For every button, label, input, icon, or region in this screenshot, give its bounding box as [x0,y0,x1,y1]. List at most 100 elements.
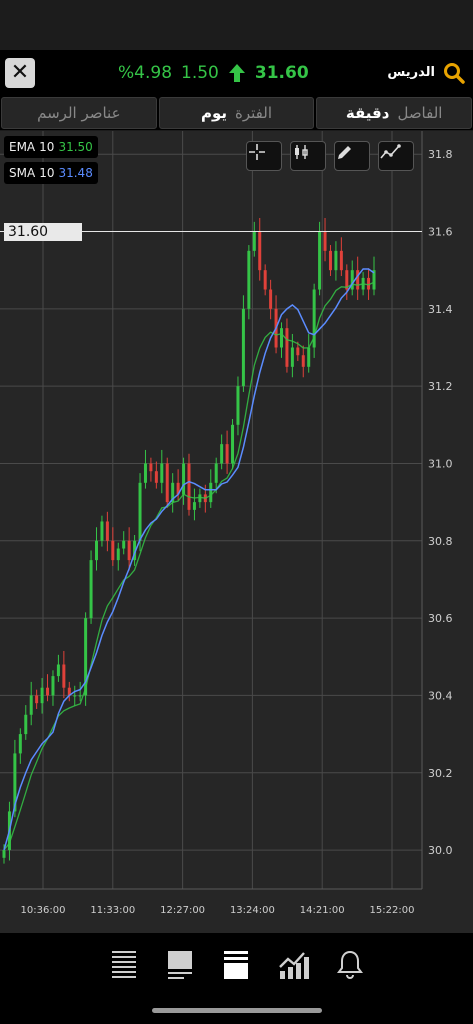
candle-body [252,231,256,251]
chart-canvas[interactable]: 31.8 31.6 31.4 31.2 31.0 30.8 30.6 30.4 30.2 30.0… [0,131,473,933]
candle-body [138,482,142,541]
candle-body [62,664,66,688]
search-icon[interactable] [443,62,465,84]
interval-selector[interactable]: دقيقة الفاصل [316,97,473,129]
candle-body [84,618,88,696]
candle-body [323,231,327,251]
sma-line [3,268,375,851]
y-tick-label: 31.2 [428,380,453,393]
symbol-name[interactable]: الدريس [387,65,435,80]
candle-body [116,548,120,561]
candle-body [280,328,283,348]
candle-body [220,444,224,464]
candle-body [269,289,273,309]
candle-body [78,695,82,697]
candle-body [263,270,267,290]
candle-body [187,463,191,510]
candle-body [122,540,126,549]
candle-body [40,687,44,704]
crosshair-icon [249,144,265,160]
candle-body [356,270,360,290]
candle-body [165,463,169,503]
candle-body [182,463,186,495]
pencil-tool-button[interactable] [334,141,370,171]
candle-body [89,560,93,619]
candle-body [312,289,316,348]
y-tick-label: 30.0 [428,844,453,857]
y-tick-label: 31.0 [428,457,453,470]
close-button[interactable]: ✕ [5,58,35,88]
last-price: 31.60 [254,63,309,83]
chart-icon[interactable] [278,949,310,981]
x-tick-label: 10:36:00 [21,905,66,916]
candle-body [18,734,22,754]
candle-body [51,676,55,696]
interval-label: الفاصل [397,104,443,122]
change-value: 1.50 [181,63,219,83]
candle-body [285,328,289,367]
top-bar: ✕ %4.98 1.50 31.60 الدريس [0,50,473,96]
candle-body [372,270,376,290]
chart-controls: عناصر الرسم يوم الفترة دقيقة الفاصل [0,96,473,130]
candle-body [296,347,300,356]
interval-value: دقيقة [345,104,390,122]
period-selector[interactable]: يوم الفترة [158,97,315,129]
chart-background [0,131,473,933]
trades-icon[interactable] [222,949,250,981]
candle-body [247,250,251,309]
candle-body [258,231,262,271]
candle-body [149,463,153,472]
candle-body [35,695,39,704]
candle-body [307,347,311,367]
current-price-label: 31.60 [4,222,82,241]
candle-body [192,502,196,510]
x-tick-label: 11:33:00 [90,905,135,916]
candle-body [334,250,338,271]
ema-name: EMA [9,140,36,154]
close-icon: ✕ [10,60,30,85]
y-tick-label: 30.6 [428,612,453,625]
y-tick-label: 30.2 [428,767,453,780]
period-label: الفترة [235,104,273,122]
candle-body [95,540,98,561]
sma-indicator[interactable]: SMA 10 31.48 [4,162,98,184]
ema-period: 10 [39,140,55,154]
ema-line [3,281,375,851]
x-tick-label: 12:27:00 [160,905,205,916]
line-chart-tool-button[interactable] [378,141,414,171]
y-tick-label: 31.6 [428,226,453,239]
drawing-tools-selector[interactable]: عناصر الرسم [1,97,157,129]
sma-period: 10 [39,166,55,180]
x-tick-label: 13:24:00 [230,905,275,916]
candle-body [236,386,240,425]
candle-body [171,482,175,503]
price-chart[interactable]: 31.8 31.6 31.4 31.2 31.0 30.8 30.6 30.4 30.2 30.0… [0,131,473,933]
candle-body [318,231,322,290]
candle-body [290,347,294,367]
pencil-icon [338,146,351,159]
candle-body [301,355,305,367]
candle-body [350,270,354,290]
crosshair-tool-button[interactable] [246,141,282,171]
candle-body [13,753,17,812]
candles-tool-button[interactable] [290,141,326,171]
depth-icon[interactable] [166,949,194,981]
x-tick-label: 14:21:00 [300,905,345,916]
y-tick-label: 30.4 [428,689,453,702]
order-book-icon[interactable] [110,949,138,981]
candle-body [214,463,218,483]
quote-summary: %4.98 1.50 31.60 [118,62,309,84]
candle-body [231,424,235,464]
y-tick-label: 31.4 [428,303,453,316]
ema-value: 31.50 [58,140,93,154]
home-indicator [152,1008,322,1013]
sma-name: SMA [9,166,36,180]
candle-body [209,482,213,503]
candle-body [154,471,158,483]
ema-indicator[interactable]: EMA 10 31.50 [4,136,98,158]
candle-body [143,463,147,483]
candle-body [160,463,164,483]
alerts-icon[interactable] [336,949,364,981]
candle-body [133,540,137,561]
sma-value: 31.48 [58,166,93,180]
